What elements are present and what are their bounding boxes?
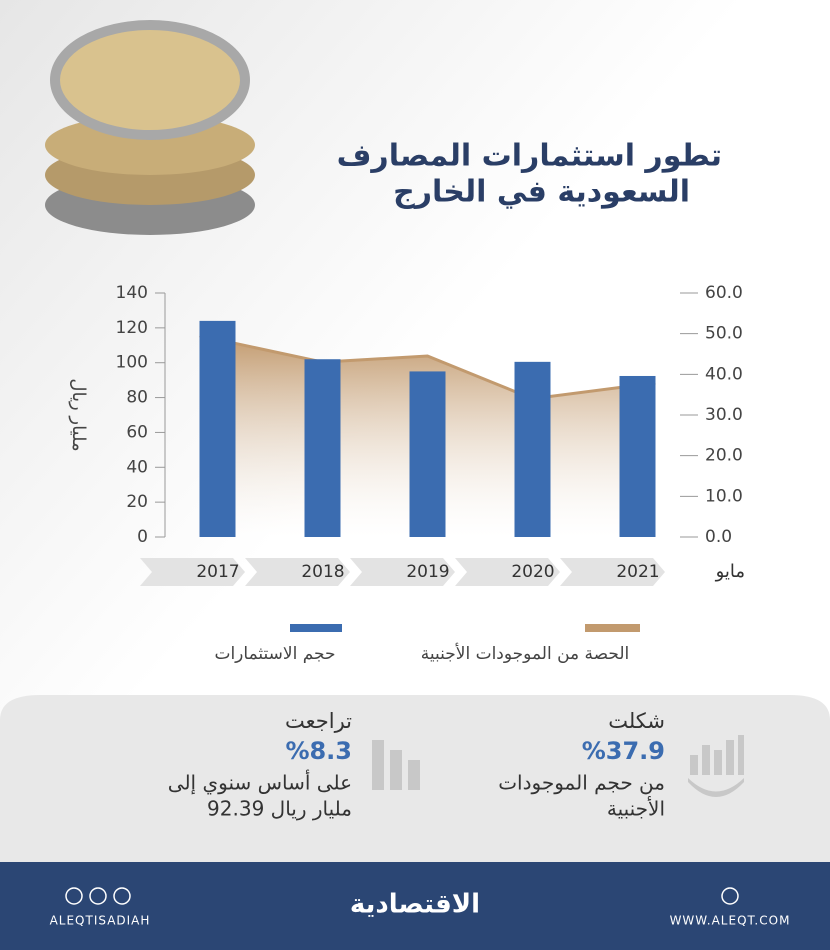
x-tick-label: 2021 bbox=[616, 562, 659, 582]
category-ribbon bbox=[560, 558, 665, 586]
y2-tick-label: 10.0 bbox=[705, 486, 743, 506]
category-ribbon bbox=[455, 558, 560, 586]
brand: الاقتصادية bbox=[350, 890, 480, 920]
bar bbox=[304, 359, 341, 537]
bar bbox=[199, 320, 236, 537]
title-line: السعودية في الخارج bbox=[393, 175, 690, 210]
stat-text: الأجنبية bbox=[607, 797, 665, 821]
area-line bbox=[199, 334, 656, 401]
period-note: مايو bbox=[715, 561, 745, 582]
y-axis-label: مليار ريال bbox=[68, 378, 89, 451]
title-line: تطور استثمارات المصارف bbox=[337, 139, 722, 174]
stat-value: %37.9 bbox=[582, 737, 665, 765]
y-tick-label: 60 bbox=[126, 422, 148, 442]
x-tick-label: 2020 bbox=[511, 562, 554, 582]
footer bbox=[0, 862, 830, 950]
stat-text: من حجم الموجودات bbox=[498, 771, 665, 795]
bar bbox=[514, 361, 551, 537]
coins bbox=[45, 20, 255, 235]
y-tick-label: 120 bbox=[116, 318, 148, 338]
stat: تراجعت %8.3 على أساس سنوي إلى 92.39 مليا… bbox=[168, 709, 352, 821]
stat: شكلت %37.9 من حجم الموجودات الأجنبية bbox=[498, 709, 665, 821]
stat-text: على أساس سنوي إلى bbox=[168, 770, 352, 796]
legend-swatch bbox=[585, 624, 640, 632]
stat-value: %8.3 bbox=[285, 737, 352, 765]
legend-swatch bbox=[290, 624, 342, 632]
category-ribbon bbox=[245, 558, 350, 586]
y2-tick-label: 60.0 bbox=[705, 283, 743, 303]
stat-verb: تراجعت bbox=[285, 709, 352, 733]
stat-verb: شكلت bbox=[608, 709, 665, 733]
y-tick-label: 40 bbox=[126, 457, 148, 477]
legend-label: حجم الاستثمارات bbox=[214, 644, 335, 664]
legend-label: الحصة من الموجودات الأجنبية bbox=[421, 643, 630, 664]
stats-icon bbox=[372, 735, 744, 797]
y-tick-label: 80 bbox=[126, 388, 148, 408]
category-ribbon bbox=[140, 558, 245, 586]
social-icons bbox=[65, 887, 739, 905]
website: WWW.ALEQT.COM bbox=[670, 914, 791, 928]
stat-text: 92.39 مليار ريال bbox=[207, 797, 352, 821]
plot: 0 20 40 60 80 100 120 140 0.0 10.0 20.0 30.0 40.0 50.… bbox=[116, 283, 743, 664]
y-tick-label: 0 bbox=[137, 527, 148, 547]
y2-tick-label: 0.0 bbox=[705, 527, 732, 547]
x-tick-label: 2018 bbox=[301, 562, 344, 582]
y2-tick-label: 20.0 bbox=[705, 446, 743, 466]
social-handle: ALEQTISADIAH bbox=[50, 914, 151, 928]
y-tick-label: 140 bbox=[116, 283, 148, 303]
category-ribbon bbox=[350, 558, 455, 586]
bar bbox=[619, 375, 656, 537]
x-tick-label: 2019 bbox=[406, 562, 449, 582]
y2-tick-label: 50.0 bbox=[705, 324, 743, 344]
y-tick-label: 100 bbox=[116, 353, 148, 373]
bar bbox=[409, 371, 446, 537]
y2-tick-label: 30.0 bbox=[705, 405, 743, 425]
y2-tick-label: 40.0 bbox=[705, 364, 743, 384]
x-tick-label: 2017 bbox=[196, 562, 239, 582]
y-tick-label: 20 bbox=[126, 492, 148, 512]
